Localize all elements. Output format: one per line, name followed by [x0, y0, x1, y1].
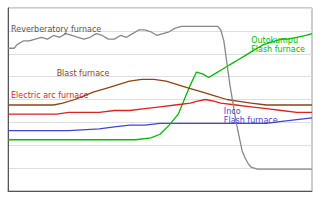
svg-text:Inco: Inco: [224, 107, 241, 116]
svg-text:Flash furnace: Flash furnace: [224, 116, 278, 125]
svg-text:Blast furnace: Blast furnace: [57, 69, 110, 78]
svg-text:Outokumpu: Outokumpu: [251, 36, 298, 45]
svg-text:Flash furnace: Flash furnace: [251, 45, 305, 54]
svg-text:Electric arc furnace: Electric arc furnace: [11, 91, 89, 100]
svg-text:Reverberatory furnace: Reverberatory furnace: [11, 25, 101, 34]
